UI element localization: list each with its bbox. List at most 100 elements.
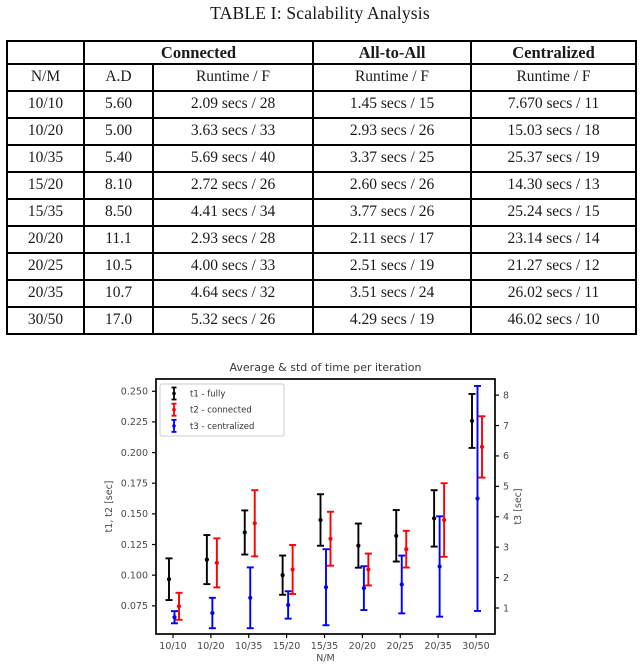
table-row: 20/35 10.7 4.64 secs / 32 3.51 secs / 24 26.… bbox=[6, 279, 638, 308]
cell-runtime-alltoall: 1.45 secs / 15 bbox=[312, 90, 473, 119]
column-header-nm: N/M bbox=[6, 63, 85, 92]
data-point bbox=[214, 560, 219, 565]
data-point bbox=[172, 615, 177, 620]
data-point bbox=[469, 418, 475, 424]
y-tick-label-right: 6 bbox=[503, 451, 509, 462]
data-point bbox=[479, 444, 485, 450]
y-tick-label-right: 3 bbox=[503, 542, 509, 553]
scalability-table: Connected All-to-All Centralized N/M A.D… bbox=[6, 40, 638, 335]
y-tick-label-left: 0.125 bbox=[121, 540, 148, 551]
cell-nm: 10/35 bbox=[6, 144, 85, 173]
table-column-header-row: N/M A.D Runtime / F Runtime / F Runtime … bbox=[6, 63, 638, 92]
cell-runtime-alltoall: 2.60 secs / 26 bbox=[312, 171, 473, 200]
cell-runtime-centralized: 15.03 secs / 18 bbox=[470, 117, 638, 146]
data-point bbox=[280, 573, 285, 578]
x-tick-label: 20/35 bbox=[424, 641, 451, 652]
table-group-header-row: Connected All-to-All Centralized bbox=[6, 40, 638, 65]
data-point bbox=[248, 595, 253, 600]
y-axis-label-left: t1, t2 [sec] bbox=[104, 480, 115, 532]
cell-nm: 10/20 bbox=[6, 117, 85, 146]
cell-runtime-centralized: 26.02 secs / 11 bbox=[470, 279, 638, 308]
legend-label: t3 - centralized bbox=[190, 422, 254, 432]
cell-runtime-alltoall: 3.51 secs / 24 bbox=[312, 279, 473, 308]
y-tick-label-right: 4 bbox=[503, 512, 509, 523]
cell-runtime-centralized: 23.14 secs / 14 bbox=[470, 225, 638, 254]
data-point bbox=[252, 521, 257, 526]
table-row: 10/20 5.00 3.63 secs / 33 2.93 secs / 26 15.… bbox=[6, 117, 638, 146]
data-point bbox=[366, 567, 371, 572]
table-row: 20/20 11.1 2.93 secs / 28 2.11 secs / 17 23.… bbox=[6, 225, 638, 254]
cell-runtime-connected: 4.00 secs / 33 bbox=[151, 252, 315, 281]
data-point bbox=[176, 604, 182, 609]
cell-runtime-connected: 5.69 secs / 40 bbox=[151, 144, 315, 173]
group-header-all-to-all: All-to-All bbox=[312, 40, 473, 65]
cell-ad: 5.00 bbox=[83, 117, 154, 146]
blank-cell bbox=[6, 40, 85, 65]
cell-runtime-centralized: 21.27 secs / 12 bbox=[470, 252, 638, 281]
y-tick-label-right: 8 bbox=[503, 390, 509, 401]
column-header-ad: A.D bbox=[83, 63, 154, 92]
y-tick-label-left: 0.100 bbox=[121, 570, 148, 581]
cell-runtime-alltoall: 2.11 secs / 17 bbox=[312, 225, 473, 254]
y-tick-label-left: 0.200 bbox=[121, 448, 148, 459]
y-tick-label-right: 2 bbox=[503, 573, 509, 584]
y-tick-label-right: 1 bbox=[503, 603, 509, 614]
data-point bbox=[210, 610, 215, 616]
cell-runtime-alltoall: 3.37 secs / 25 bbox=[312, 144, 473, 173]
cell-runtime-centralized: 7.670 secs / 11 bbox=[470, 90, 638, 119]
data-point bbox=[437, 564, 442, 569]
data-point bbox=[404, 547, 409, 552]
group-header-connected: Connected bbox=[82, 40, 315, 65]
data-point bbox=[356, 543, 361, 548]
data-point bbox=[394, 533, 399, 538]
cell-nm: 20/20 bbox=[6, 225, 85, 254]
y-tick-label-right: 7 bbox=[503, 421, 509, 432]
y-axis-label-right: t3 [sec] bbox=[513, 488, 524, 524]
column-header-runtime-alltoall: Runtime / F bbox=[312, 63, 473, 92]
y-tick-label-left: 0.175 bbox=[121, 479, 148, 490]
data-point bbox=[442, 517, 447, 523]
legend-box bbox=[159, 383, 285, 437]
cell-runtime-centralized: 25.37 secs / 19 bbox=[470, 144, 638, 173]
data-point bbox=[242, 530, 247, 535]
x-axis-label: N/M bbox=[316, 653, 335, 664]
x-tick-label: 20/25 bbox=[387, 641, 414, 652]
cell-nm: 20/35 bbox=[6, 279, 85, 308]
table-row: 30/50 17.0 5.32 secs / 26 4.29 secs / 19 46.… bbox=[6, 306, 638, 335]
group-header-centralized: Centralized bbox=[470, 40, 638, 65]
table-row: 20/25 10.5 4.00 secs / 33 2.51 secs / 19 21.… bbox=[6, 252, 638, 281]
data-point bbox=[286, 602, 291, 608]
cell-ad: 8.10 bbox=[83, 171, 154, 200]
x-tick-label: 10/10 bbox=[159, 641, 186, 652]
cell-runtime-connected: 2.09 secs / 28 bbox=[151, 90, 315, 119]
x-tick-label: 15/20 bbox=[273, 641, 300, 652]
chart-title: Average & std of time per iteration bbox=[230, 361, 422, 374]
table-caption: TABLE I: Scalability Analysis bbox=[210, 3, 430, 23]
cell-runtime-connected: 4.64 secs / 32 bbox=[151, 279, 315, 308]
cell-ad: 5.40 bbox=[83, 144, 154, 173]
cell-runtime-centralized: 14.30 secs / 13 bbox=[470, 171, 638, 200]
data-point bbox=[328, 536, 333, 541]
cell-runtime-connected: 3.63 secs / 33 bbox=[151, 117, 315, 146]
legend-label: t1 - fully bbox=[190, 390, 225, 400]
legend-marker-icon bbox=[172, 424, 176, 428]
cell-runtime-connected: 4.41 secs / 34 bbox=[151, 198, 315, 227]
data-point bbox=[323, 585, 329, 590]
y-tick-label-left: 0.075 bbox=[121, 601, 148, 612]
x-tick-label: 30/50 bbox=[462, 641, 489, 652]
x-tick-label: 10/35 bbox=[235, 641, 262, 652]
x-tick-label: 10/20 bbox=[197, 641, 224, 652]
y-tick-label-left: 0.225 bbox=[121, 417, 148, 428]
cell-nm: 20/25 bbox=[6, 252, 85, 281]
cell-ad: 17.0 bbox=[83, 306, 154, 335]
y-tick-label-right: 5 bbox=[503, 482, 509, 493]
cell-ad: 11.1 bbox=[83, 225, 154, 254]
cell-runtime-connected: 2.93 secs / 28 bbox=[151, 225, 315, 254]
data-point bbox=[475, 496, 480, 501]
cell-ad: 8.50 bbox=[83, 198, 154, 227]
cell-nm: 15/35 bbox=[6, 198, 85, 227]
data-point bbox=[290, 567, 295, 572]
data-point bbox=[166, 577, 172, 582]
errorbar-chart: Average & std of time per iteration N/M t1… bbox=[104, 361, 524, 664]
legend-marker-icon bbox=[172, 407, 176, 412]
